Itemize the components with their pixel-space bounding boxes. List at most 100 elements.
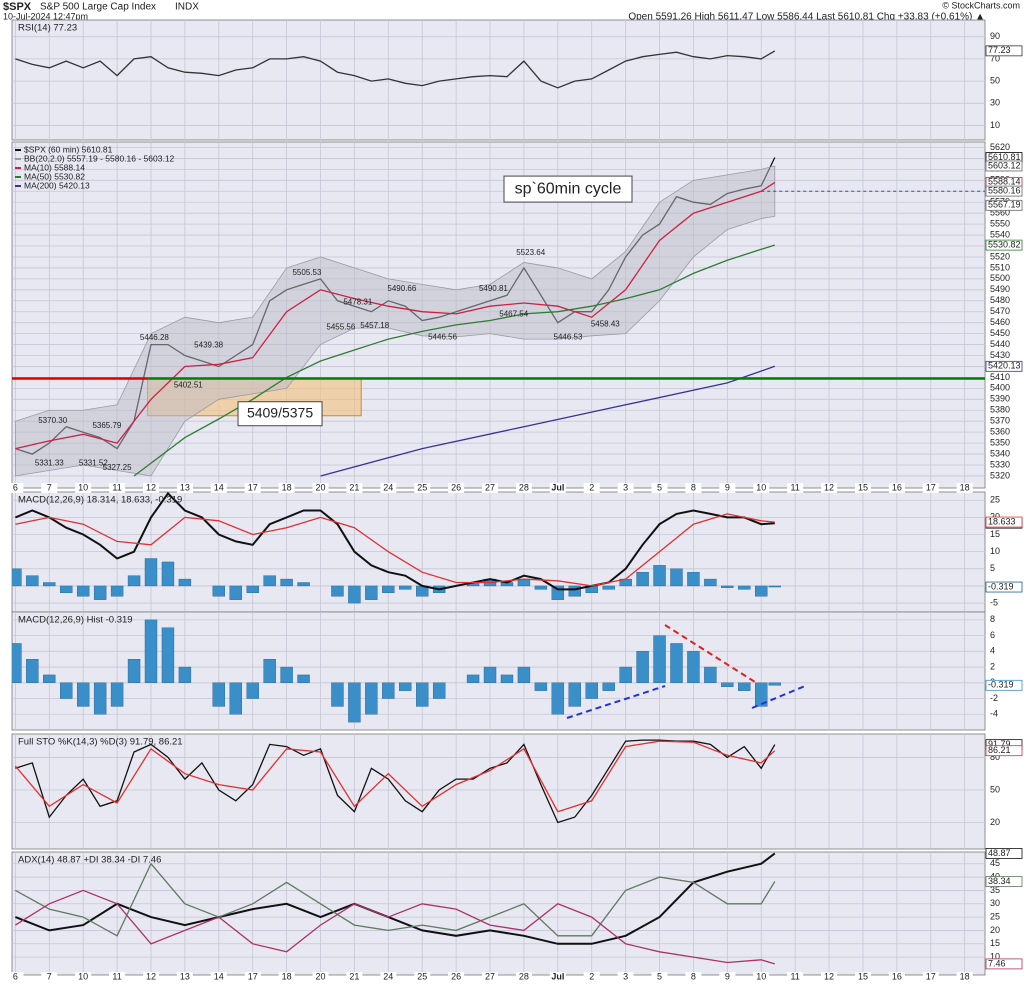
- value-tag: 91.79: [988, 739, 1011, 749]
- x-tick-backdrop: [380, 972, 397, 982]
- x-tick-label: 13: [180, 482, 190, 492]
- y-tick-label: 5370: [990, 416, 1010, 426]
- x-tick-backdrop: [956, 483, 973, 493]
- panel-background: [11, 611, 986, 731]
- x-tick-label: 16: [892, 971, 902, 981]
- x-tick-label: 17: [926, 482, 936, 492]
- y-tick-label: 5480: [990, 295, 1010, 305]
- x-tick-backdrop: [244, 972, 261, 982]
- histogram-bar: [602, 585, 615, 590]
- bollinger-band: [14, 165, 776, 477]
- x-tick-backdrop: [244, 483, 261, 493]
- legend: Full STO %K(14,3) %D(3) 91.79, 86.21: [18, 737, 183, 748]
- x-tick-label: 27: [485, 971, 495, 981]
- x-tick-label: Jul: [551, 482, 564, 492]
- legend: MACD(12,26,9) 18.314, 18.633, -0.319: [18, 495, 182, 506]
- y-tick-label: 30: [990, 98, 1000, 108]
- legend-entry: BB(20,2.0) 5557.19 - 5580.16 - 5603.12: [24, 153, 175, 163]
- x-tick-label: 7: [47, 971, 52, 981]
- histogram-bar: [636, 651, 649, 683]
- histogram-bar: [365, 682, 378, 715]
- x-tick-backdrop: [312, 483, 329, 493]
- y-tick-label: 5460: [990, 317, 1010, 327]
- histogram-bar: [619, 666, 632, 683]
- x-tick-label: 10: [756, 971, 766, 981]
- value-tag: 5567.19: [988, 200, 1021, 210]
- x-tick-label: 27: [485, 482, 495, 492]
- histogram-bar: [178, 666, 192, 683]
- histogram-bar: [263, 575, 276, 587]
- histogram-bar: [144, 619, 158, 683]
- x-tick-backdrop: [651, 972, 668, 982]
- x-tick-label: 25: [417, 971, 427, 981]
- y-tick-label: 5450: [990, 328, 1010, 338]
- x-tick-backdrop: [854, 483, 871, 493]
- value-tag: 77.23: [988, 45, 1011, 55]
- histogram-bar: [399, 682, 412, 691]
- x-tick-backdrop: [651, 483, 668, 493]
- histogram-bar: [348, 585, 361, 604]
- histogram-bar: [12, 568, 22, 587]
- histogram-bar: [602, 682, 615, 691]
- x-tick-label: 18: [282, 971, 292, 981]
- series-line: [15, 181, 776, 450]
- histogram-bar: [26, 575, 39, 587]
- histogram-bar: [551, 682, 565, 715]
- x-tick-label: 9: [725, 482, 730, 492]
- histogram-bar: [12, 643, 22, 684]
- point-label: 5446.56: [428, 332, 457, 341]
- y-tick-label: 20: [990, 817, 1000, 827]
- series-line: [15, 862, 776, 937]
- series-line: [15, 513, 775, 587]
- value-tag-box: [985, 745, 1023, 757]
- series-line: [15, 852, 776, 945]
- histogram-bar: [144, 558, 158, 587]
- plot-area: [15, 852, 776, 965]
- histogram-bar: [755, 585, 768, 597]
- x-tick-label: 21: [349, 971, 359, 981]
- y-tick-label: -2: [990, 693, 998, 703]
- x-tick-label: 3: [623, 971, 628, 981]
- series-line: [320, 365, 776, 477]
- x-tick-backdrop: [685, 972, 702, 982]
- y-tick-label: 5: [990, 563, 995, 573]
- y-tick-label: 5410: [990, 372, 1010, 382]
- credit: © StockCharts.com: [942, 0, 1020, 10]
- point-label: 5327.25: [103, 463, 132, 472]
- x-tick-backdrop: [888, 483, 905, 493]
- x-tick-backdrop: [278, 483, 295, 493]
- y-tick-label: 5510: [990, 262, 1010, 272]
- x-tick-label: 24: [383, 971, 393, 981]
- x-tick-label: 10: [756, 482, 766, 492]
- y-tick-label: 5470: [990, 306, 1010, 316]
- histogram-bar: [161, 627, 175, 684]
- x-tick-label: 2: [589, 482, 594, 492]
- point-label: 5402.51: [174, 381, 203, 390]
- x-tick-label: 11: [790, 971, 799, 981]
- x-tick-backdrop: [922, 483, 939, 493]
- x-tick-backdrop: [414, 483, 431, 493]
- x-tick-label: 17: [926, 971, 936, 981]
- point-label: 5490.66: [387, 284, 416, 293]
- value-tag-box: [985, 45, 1023, 57]
- point-label: 5457.18: [360, 321, 389, 330]
- x-tick-label: 20: [316, 482, 326, 492]
- value-tag: 86.21: [988, 745, 1011, 755]
- x-tick-label: 25: [417, 482, 427, 492]
- x-tick-backdrop: [278, 972, 295, 982]
- histogram-bar: [670, 568, 683, 587]
- point-label: 5478.31: [343, 298, 372, 307]
- x-tick-backdrop: [956, 972, 973, 982]
- histogram-bar: [229, 585, 242, 600]
- legend: MACD(12,26,9) Hist -0.319: [18, 615, 133, 626]
- histogram-bar: [653, 635, 666, 683]
- x-tick-label: 18: [282, 482, 292, 492]
- x-tick-backdrop: [312, 972, 329, 982]
- y-tick-label: 15: [990, 938, 1000, 948]
- y-tick-label: 5560: [990, 208, 1010, 218]
- point-label: 5446.28: [140, 333, 169, 342]
- value-tag-box: [985, 239, 1023, 251]
- x-tick-label: 28: [519, 482, 529, 492]
- y-tick-label: 45: [990, 858, 1000, 868]
